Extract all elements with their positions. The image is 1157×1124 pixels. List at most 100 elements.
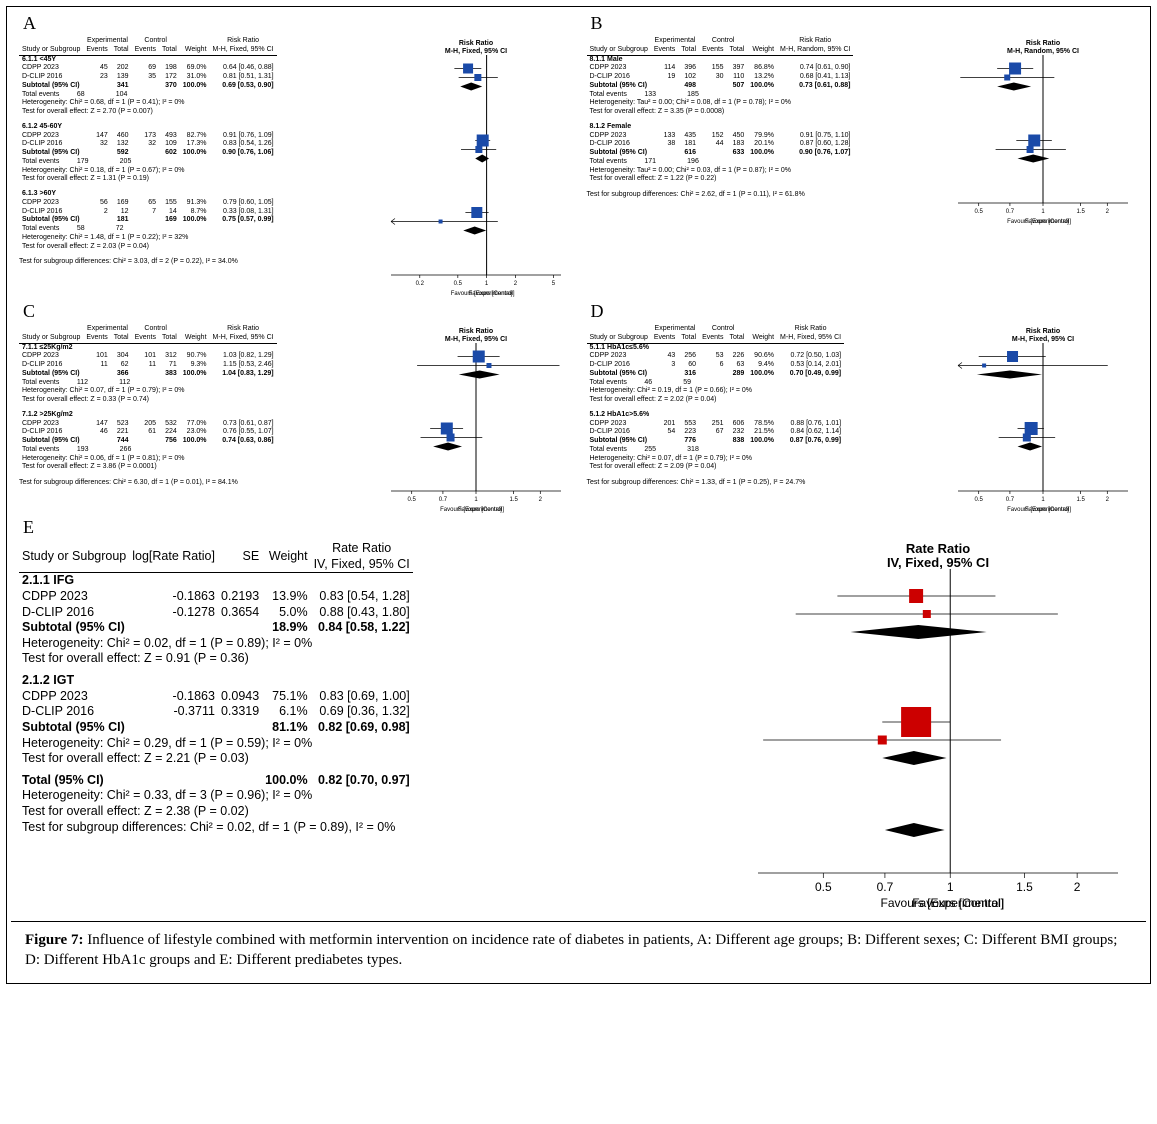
forest-table-E: Study or Subgrouplog[Rate Ratio]SEWeight… bbox=[19, 541, 413, 835]
panel-D: D Study or SubgroupExperimentalControlWe… bbox=[579, 299, 1147, 515]
svg-text:0.7: 0.7 bbox=[877, 880, 894, 894]
caption-label: Figure 7: bbox=[25, 932, 83, 948]
subtotal-row: Subtotal (95% CI)616633100.0%0.90 [0.76,… bbox=[587, 149, 854, 158]
svg-text:2: 2 bbox=[513, 281, 517, 287]
forest-plot-svg: Risk RatioM-H, Fixed, 95% CI0.50.711.52F… bbox=[958, 325, 1128, 509]
panel-B: B Study or SubgroupExperimentalControlWe… bbox=[579, 11, 1147, 299]
panel-E-label: E bbox=[23, 517, 34, 538]
study-row: D-CLIP 2016231393517231.0%0.81 [0.51, 1.… bbox=[19, 73, 277, 82]
svg-text:Risk Ratio: Risk Ratio bbox=[458, 40, 492, 47]
svg-text:0.5: 0.5 bbox=[975, 497, 984, 503]
forest-plot-svg: Risk RatioM-H, Fixed, 95% CI0.50.711.52F… bbox=[391, 325, 561, 509]
svg-text:1: 1 bbox=[1041, 497, 1045, 503]
svg-text:M-H, Random, 95% CI: M-H, Random, 95% CI bbox=[1007, 48, 1079, 55]
svg-text:0.5: 0.5 bbox=[975, 209, 984, 215]
subtotal-row: Subtotal (95% CI)366383100.0%1.04 [0.83,… bbox=[19, 370, 277, 379]
study-row: D-CLIP 2016321323210917.3%0.83 [0.54, 1.… bbox=[19, 140, 277, 149]
svg-text:0.2: 0.2 bbox=[415, 281, 424, 287]
svg-text:0.5: 0.5 bbox=[407, 497, 416, 503]
panel-A: A Study or SubgroupExperimentalControlWe… bbox=[11, 11, 579, 299]
study-row: D-CLIP 20163606639.4%0.53 [0.14, 2.01] bbox=[587, 361, 845, 370]
subtotal-row: Subtotal (95% CI)744756100.0%0.74 [0.63,… bbox=[19, 437, 277, 446]
study-row: CDPP 2023432565322690.6%0.72 [0.50, 1.03… bbox=[587, 352, 845, 361]
subtotal-row: Subtotal (95% CI)316289100.0%0.70 [0.49,… bbox=[587, 370, 845, 379]
subtotal-row: Subtotal (95% CI)18.9%0.84 [0.58, 1.22] bbox=[19, 620, 413, 636]
panel-C-label: C bbox=[23, 301, 35, 322]
study-row: CDPP 202311439615539786.8%0.74 [0.61, 0.… bbox=[587, 64, 854, 73]
svg-text:1.5: 1.5 bbox=[1016, 880, 1033, 894]
study-row: D-CLIP 2016381814418320.1%0.87 [0.60, 1.… bbox=[587, 140, 854, 149]
study-row: D-CLIP 2016-0.37110.33196.1%0.69 [0.36, … bbox=[19, 704, 413, 720]
svg-text:1: 1 bbox=[484, 281, 488, 287]
total-row: Total (95% CI)100.0%0.82 [0.70, 0.97] bbox=[19, 773, 413, 789]
panel-B-label: B bbox=[591, 13, 603, 34]
subtotal-row: Subtotal (95% CI)181169100.0%0.75 [0.57,… bbox=[19, 216, 277, 225]
svg-text:1.5: 1.5 bbox=[509, 497, 518, 503]
svg-text:Risk Ratio: Risk Ratio bbox=[458, 328, 492, 335]
svg-text:Favours [Control]: Favours [Control] bbox=[457, 507, 503, 513]
study-row: D-CLIP 20162127148.7%0.33 [0.08, 1.31] bbox=[19, 208, 277, 217]
figure-caption: Figure 7: Influence of lifestyle combine… bbox=[11, 921, 1146, 979]
svg-text:1: 1 bbox=[474, 497, 478, 503]
svg-text:0.5: 0.5 bbox=[453, 281, 462, 287]
svg-text:1.5: 1.5 bbox=[1076, 497, 1085, 503]
study-row: CDPP 202313343515245079.9%0.91 [0.75, 1.… bbox=[587, 132, 854, 141]
svg-text:M-H, Fixed, 95% CI: M-H, Fixed, 95% CI bbox=[1012, 336, 1074, 343]
svg-text:1: 1 bbox=[947, 880, 954, 894]
svg-text:0.7: 0.7 bbox=[1006, 497, 1015, 503]
svg-text:M-H, Fixed, 95% CI: M-H, Fixed, 95% CI bbox=[444, 48, 506, 55]
forest-table: Study or SubgroupExperimentalControlWeig… bbox=[587, 325, 845, 478]
caption-text: Influence of lifestyle combined with met… bbox=[25, 932, 1117, 968]
svg-text:IV, Fixed, 95% CI: IV, Fixed, 95% CI bbox=[887, 555, 989, 570]
svg-text:1: 1 bbox=[1041, 209, 1045, 215]
svg-text:Favours [Control]: Favours [Control] bbox=[1025, 219, 1071, 225]
study-row: CDPP 202314752320553277.0%0.73 [0.61, 0.… bbox=[19, 420, 277, 429]
panel-A-label: A bbox=[23, 13, 36, 34]
svg-text:1.5: 1.5 bbox=[1076, 209, 1085, 215]
subgroup-diff: Test for subgroup differences: Chi² = 6.… bbox=[19, 478, 391, 489]
panel-C: C Study or SubgroupExperimentalControlWe… bbox=[11, 299, 579, 515]
subgroup-diff: Test for subgroup differences: Chi² = 3.… bbox=[19, 257, 391, 268]
study-row: D-CLIP 2016542236723221.5%0.84 [0.62, 1.… bbox=[587, 428, 845, 437]
study-row: D-CLIP 2016462216122423.0%0.76 [0.55, 1.… bbox=[19, 428, 277, 437]
svg-text:Rate Ratio: Rate Ratio bbox=[906, 541, 970, 556]
figure-container: A Study or SubgroupExperimentalControlWe… bbox=[6, 6, 1151, 984]
svg-text:0.7: 0.7 bbox=[1006, 209, 1015, 215]
subtotal-row: Subtotal (95% CI)341370100.0%0.69 [0.53,… bbox=[19, 82, 277, 91]
study-row: CDPP 2023452026919869.0%0.64 [0.46, 0.88… bbox=[19, 64, 277, 73]
subtotal-row: Subtotal (95% CI)81.1%0.82 [0.69, 0.98] bbox=[19, 720, 413, 736]
study-row: CDPP 202314746017349382.7%0.91 [0.76, 1.… bbox=[19, 132, 277, 141]
subgroup-diff: Test for subgroup differences: Chi² = 1.… bbox=[587, 478, 959, 489]
svg-text:Risk Ratio: Risk Ratio bbox=[1026, 40, 1060, 47]
study-row: CDPP 202320155325160678.5%0.88 [0.76, 1.… bbox=[587, 420, 845, 429]
subgroup-diff: Test for subgroup differences: Chi² = 2.… bbox=[587, 190, 959, 201]
study-row: D-CLIP 2016116211719.3%1.15 [0.53, 2.46] bbox=[19, 361, 277, 370]
subtotal-row: Subtotal (95% CI)776838100.0%0.87 [0.76,… bbox=[587, 437, 845, 446]
svg-text:Favours [Control]: Favours [Control] bbox=[912, 896, 1004, 910]
svg-text:Favours [Control]: Favours [Control] bbox=[1025, 507, 1071, 513]
forest-plot-svg: Risk RatioM-H, Fixed, 95% CI0.20.5125Fav… bbox=[391, 37, 561, 293]
svg-text:0.5: 0.5 bbox=[815, 880, 832, 894]
subtotal-row: Subtotal (95% CI)592602100.0%0.90 [0.76,… bbox=[19, 149, 277, 158]
panel-E: E Study or Subgrouplog[Rate Ratio]SEWeig… bbox=[11, 515, 1146, 921]
svg-text:2: 2 bbox=[1074, 880, 1081, 894]
forest-table: Study or SubgroupExperimentalControlWeig… bbox=[19, 37, 277, 257]
panel-D-label: D bbox=[591, 301, 604, 322]
svg-text:5: 5 bbox=[551, 281, 555, 287]
svg-text:2: 2 bbox=[1106, 497, 1110, 503]
forest-plot-E-svg: Rate RatioIV, Fixed, 95% CI 0.5 0.7 1 1.5 2 Fa… bbox=[758, 541, 1118, 915]
subtotal-row: Subtotal (95% CI)498507100.0%0.73 [0.61,… bbox=[587, 82, 854, 91]
study-row: D-CLIP 2016191023011013.2%0.68 [0.41, 1.… bbox=[587, 73, 854, 82]
svg-text:Risk Ratio: Risk Ratio bbox=[1026, 328, 1060, 335]
svg-text:2: 2 bbox=[1106, 209, 1110, 215]
study-row: D-CLIP 2016-0.12780.36545.0%0.88 [0.43, … bbox=[19, 605, 413, 621]
study-row: CDPP 2023-0.18630.094375.1%0.83 [0.69, 1… bbox=[19, 689, 413, 705]
forest-table: Study or SubgroupExperimentalControlWeig… bbox=[587, 37, 854, 190]
forest-table: Study or SubgroupExperimentalControlWeig… bbox=[19, 325, 277, 478]
study-row: CDPP 2023-0.18630.219313.9%0.83 [0.54, 1… bbox=[19, 589, 413, 605]
forest-plot-svg: Risk RatioM-H, Random, 95% CI 0.5 0.7 1 1.5 2… bbox=[958, 37, 1128, 221]
study-row: CDPP 2023561696515591.3%0.79 [0.60, 1.05… bbox=[19, 199, 277, 208]
svg-text:M-H, Fixed, 95% CI: M-H, Fixed, 95% CI bbox=[444, 336, 506, 343]
svg-text:0.7: 0.7 bbox=[438, 497, 447, 503]
study-row: CDPP 202310130410131290.7%1.03 [0.82, 1.… bbox=[19, 352, 277, 361]
